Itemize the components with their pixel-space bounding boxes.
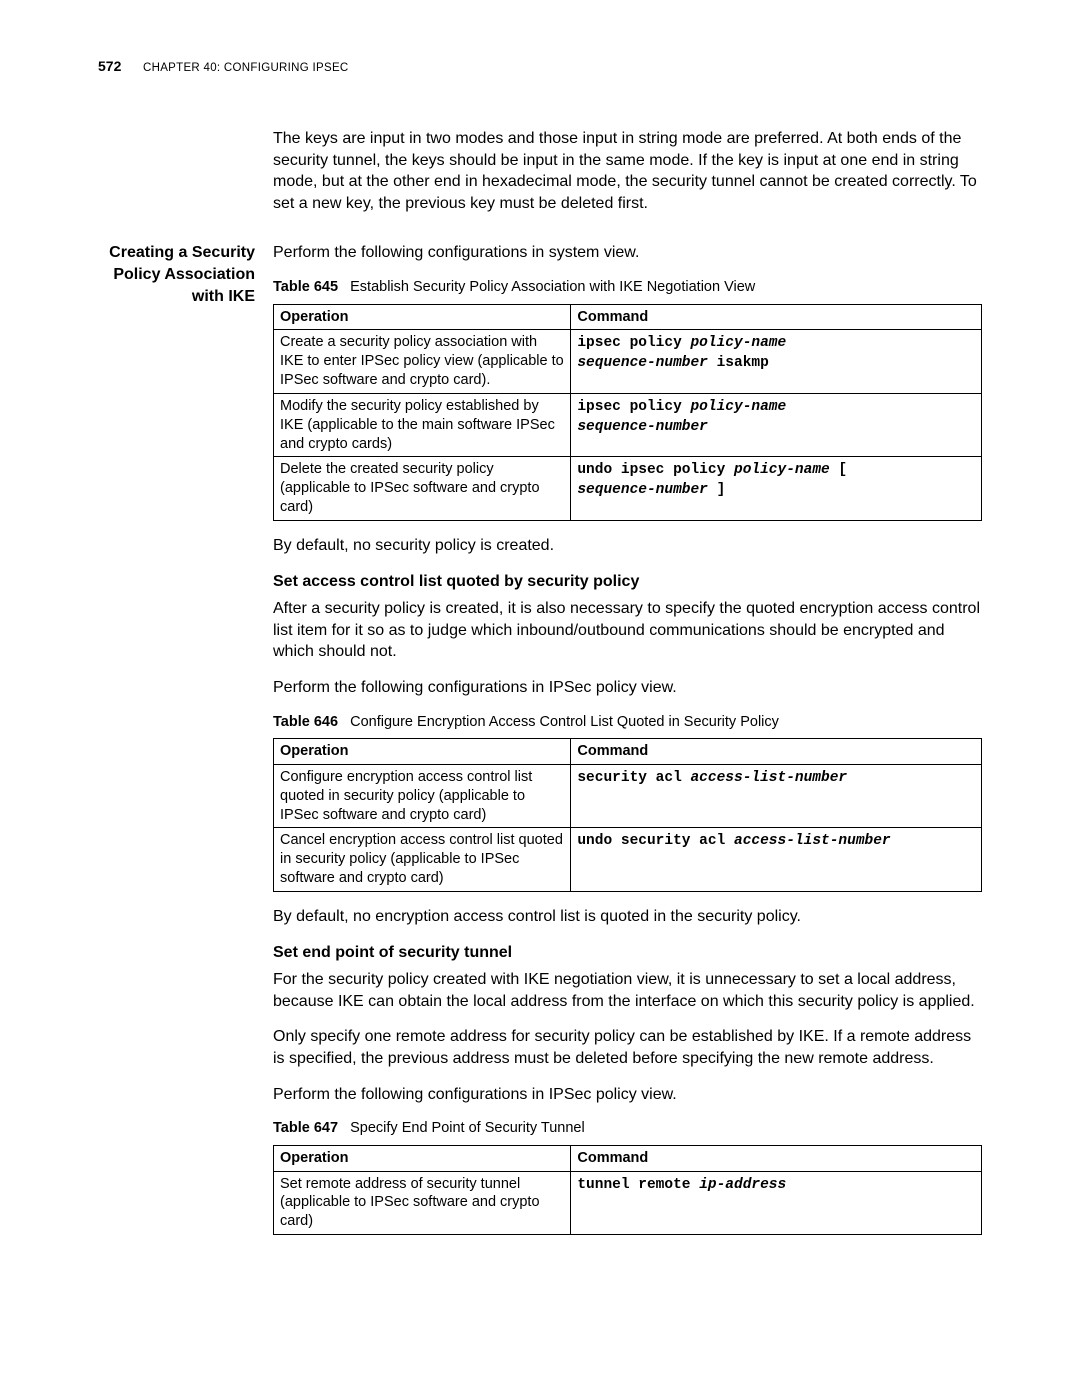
chapter-label: CHAPTER 40: CONFIGURING IPSEC: [143, 62, 349, 74]
table-row: Delete the created security policy (appl…: [274, 457, 982, 521]
page-number: 572: [98, 58, 121, 74]
table647-caption: Table 647 Specify End Point of Security …: [273, 1119, 982, 1139]
op-cell: Configure encryption access control list…: [274, 764, 571, 828]
section2-after: By default, no encryption access control…: [273, 906, 982, 928]
table-header-row: Operation Command: [274, 304, 982, 330]
section3-p3: Perform the following configurations in …: [273, 1084, 982, 1106]
op-cell: Create a security policy association wit…: [274, 330, 571, 394]
page-header: 572 CHAPTER 40: CONFIGURING IPSEC: [98, 58, 982, 74]
page-container: 572 CHAPTER 40: CONFIGURING IPSEC The ke…: [0, 0, 1080, 1289]
section2-p1: After a security policy is created, it i…: [273, 598, 982, 663]
cmd-cell: undo security acl access-list-number: [571, 828, 982, 892]
table-row: Cancel encryption access control list qu…: [274, 828, 982, 892]
section1-lead: Perform the following configurations in …: [273, 242, 982, 264]
cmd-cell: ipsec policy policy-namesequence-number …: [571, 330, 982, 394]
cmd-cell: security acl access-list-number: [571, 764, 982, 828]
table-647: Operation Command Set remote address of …: [273, 1145, 982, 1235]
section-side-title: Creating a Security Policy Association w…: [98, 242, 273, 307]
table-645: Operation Command Create a security poli…: [273, 304, 982, 521]
op-cell: Modify the security policy established b…: [274, 393, 571, 457]
section1-after: By default, no security policy is create…: [273, 535, 982, 557]
op-cell: Delete the created security policy (appl…: [274, 457, 571, 521]
table-header-row: Operation Command: [274, 739, 982, 765]
section-body: Perform the following configurations in …: [273, 242, 982, 1249]
table646-caption: Table 646 Configure Encryption Access Co…: [273, 713, 982, 733]
col-operation: Operation: [274, 1145, 571, 1171]
section3-p1: For the security policy created with IKE…: [273, 969, 982, 1012]
col-operation: Operation: [274, 304, 571, 330]
col-command: Command: [571, 739, 982, 765]
table-row: Create a security policy association wit…: [274, 330, 982, 394]
col-command: Command: [571, 304, 982, 330]
section2-heading: Set access control list quoted by securi…: [273, 571, 982, 593]
cmd-cell: tunnel remote ip-address: [571, 1171, 982, 1235]
table645-caption: Table 645 Establish Security Policy Asso…: [273, 278, 982, 298]
table-row: Modify the security policy established b…: [274, 393, 982, 457]
cmd-cell: ipsec policy policy-namesequence-number: [571, 393, 982, 457]
intro-paragraph: The keys are input in two modes and thos…: [273, 128, 982, 214]
section3-heading: Set end point of security tunnel: [273, 942, 982, 964]
section-ike: Creating a Security Policy Association w…: [98, 242, 982, 1249]
col-operation: Operation: [274, 739, 571, 765]
section3-p2: Only specify one remote address for secu…: [273, 1026, 982, 1069]
col-command: Command: [571, 1145, 982, 1171]
cmd-cell: undo ipsec policy policy-name [ sequence…: [571, 457, 982, 521]
table-646: Operation Command Configure encryption a…: [273, 738, 982, 892]
table-row: Set remote address of security tunnel (a…: [274, 1171, 982, 1235]
table-row: Configure encryption access control list…: [274, 764, 982, 828]
op-cell: Cancel encryption access control list qu…: [274, 828, 571, 892]
op-cell: Set remote address of security tunnel (a…: [274, 1171, 571, 1235]
section2-p2: Perform the following configurations in …: [273, 677, 982, 699]
table-header-row: Operation Command: [274, 1145, 982, 1171]
